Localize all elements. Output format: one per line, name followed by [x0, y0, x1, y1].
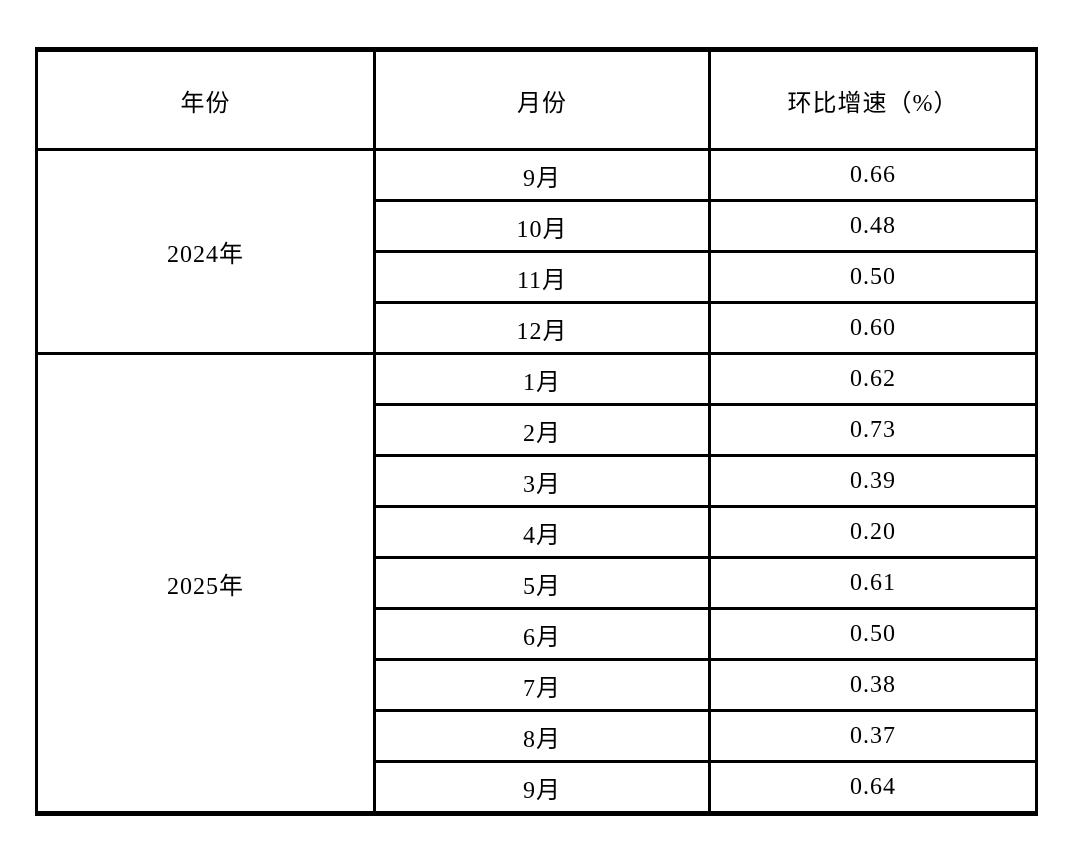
growth-rate-cell: 0.64: [708, 760, 1038, 815]
table-row: 5月 0.61: [37, 556, 1038, 610]
table-row: 12月 0.60: [37, 301, 1038, 355]
table-row: 8月 0.37: [37, 709, 1038, 763]
table-row: 2025年 1月 0.62: [35, 352, 1038, 815]
growth-table: 年份 月份 环比增速（%） 2024年 9月 0.66 10月 0.48 11月 0.50 1…: [35, 47, 1038, 816]
month-cell: 8月: [373, 709, 711, 763]
year-cell: 2024年: [35, 148, 376, 355]
month-cell: 3月: [373, 454, 711, 508]
growth-rate-cell: 0.50: [708, 250, 1038, 304]
header-month: 月份: [373, 48, 711, 151]
table-body: 2024年 9月 0.66 10月 0.48 11月 0.50 12月 0.60 2025年 1月 0…: [35, 148, 1038, 815]
month-cell: 4月: [373, 505, 711, 559]
header-row: 年份 月份 环比增速（%）: [35, 48, 1038, 151]
year-cell: 2025年: [35, 352, 376, 815]
growth-rate-cell: 0.48: [708, 199, 1038, 253]
header-growth-rate: 环比增速（%）: [708, 48, 1038, 151]
month-cell: 10月: [373, 199, 711, 253]
table-row: 2024年 9月 0.66: [35, 148, 1038, 355]
growth-rate-cell: 0.61: [708, 556, 1038, 610]
month-cell: 7月: [373, 658, 711, 712]
month-cell: 2月: [373, 403, 711, 457]
table-header: 年份 月份 环比增速（%）: [35, 48, 1038, 151]
month-cell: 11月: [373, 250, 711, 304]
table-row: 7月 0.38: [37, 658, 1038, 712]
growth-rate-cell: 0.39: [708, 454, 1038, 508]
growth-rate-cell: 0.37: [708, 709, 1038, 763]
table-row: 11月 0.50: [37, 250, 1038, 304]
growth-rate-cell: 0.60: [708, 301, 1038, 355]
table-row: 9月 0.64: [37, 760, 1038, 815]
growth-rate-cell: 0.38: [708, 658, 1038, 712]
table-row: 3月 0.39: [37, 454, 1038, 508]
table-row: 10月 0.48: [37, 199, 1038, 253]
growth-rate-cell: 0.73: [708, 403, 1038, 457]
month-cell: 1月: [373, 352, 711, 406]
table-row: 6月 0.50: [37, 607, 1038, 661]
month-cell: 9月: [373, 148, 711, 202]
month-cell: 6月: [373, 607, 711, 661]
growth-table-container: 年份 月份 环比增速（%） 2024年 9月 0.66 10月 0.48 11月 0.50 1…: [35, 47, 1038, 816]
month-cell: 5月: [373, 556, 711, 610]
month-cell: 9月: [373, 760, 711, 815]
table-row: 2月 0.73: [37, 403, 1038, 457]
header-year: 年份: [35, 48, 376, 151]
table-row: 4月 0.20: [37, 505, 1038, 559]
growth-rate-cell: 0.50: [708, 607, 1038, 661]
growth-rate-cell: 0.62: [708, 352, 1038, 406]
growth-rate-cell: 0.20: [708, 505, 1038, 559]
growth-rate-cell: 0.66: [708, 148, 1038, 202]
month-cell: 12月: [373, 301, 711, 355]
